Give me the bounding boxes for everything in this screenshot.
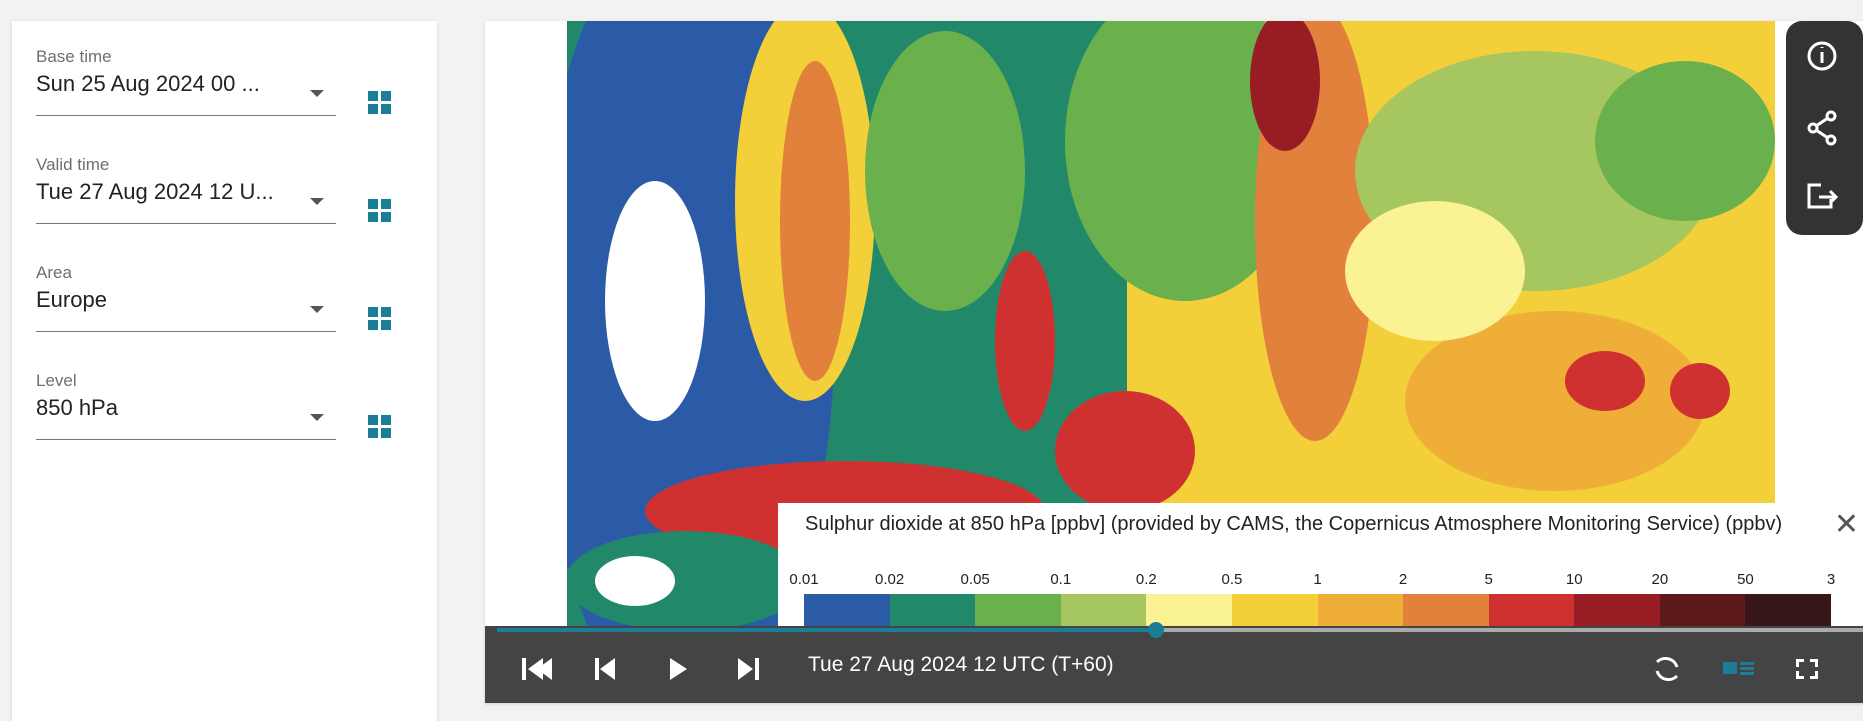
grid-icon (368, 199, 391, 222)
map-image (567, 21, 1775, 626)
field-value[interactable]: Europe (36, 287, 107, 312)
legend-label: 50 (1737, 571, 1754, 588)
player-bar: Tue 27 Aug 2024 12 UTC (T+60) (485, 622, 1863, 703)
field-label: Valid time (36, 155, 110, 174)
legend-label: 0.5 (1221, 571, 1243, 588)
legend-label: 0.02 (874, 571, 905, 588)
grid-button[interactable] (368, 91, 392, 120)
share-button[interactable] (1807, 110, 1837, 146)
map-panel: Sulphur dioxide at 850 hPa [ppbv] (provi… (485, 21, 1863, 703)
legend-title: Sulphur dioxide at 850 hPa [ppbv] (provi… (805, 513, 1783, 535)
time-label: Tue 27 Aug 2024 12 UTC (T+60) (808, 653, 1114, 676)
field-label: Area (36, 263, 72, 282)
legend: Sulphur dioxide at 850 hPa [ppbv] (provi… (778, 503, 1863, 638)
legend-close[interactable]: ✕ (1833, 508, 1859, 541)
dropdown-caret[interactable] (310, 90, 324, 97)
underline (36, 439, 336, 440)
player-icons (522, 657, 1818, 681)
field-value[interactable]: 850 hPa (36, 395, 118, 420)
legend-label: 0.1 (1050, 571, 1072, 588)
field-label: Level (36, 371, 77, 390)
legend-label: 5 (1484, 571, 1493, 588)
map (567, 21, 1863, 626)
grid-icon (368, 91, 391, 114)
legend-label: 10 (1565, 571, 1583, 588)
progress-fill (497, 628, 1156, 632)
grid-button[interactable] (368, 307, 392, 336)
underline (36, 331, 336, 332)
first-button[interactable] (522, 658, 552, 680)
legend-label: 0.05 (960, 571, 990, 588)
next-button[interactable] (738, 658, 759, 680)
dropdown-caret[interactable] (310, 306, 324, 313)
underline (36, 115, 336, 116)
colorbar: 0.01 0.02 0.05 0.1 0.2 0.5 1 2 5 10 20 50 3 (789, 503, 1835, 638)
legend-label: 3 (1826, 571, 1836, 588)
info-button[interactable] (1807, 41, 1837, 71)
field-label: Base time (36, 47, 112, 66)
toolbar (1786, 21, 1863, 235)
grid-icon (368, 415, 391, 438)
dropdown-caret[interactable] (310, 414, 324, 421)
loop-button[interactable] (1655, 657, 1679, 681)
legend-label: 0.2 (1135, 571, 1157, 588)
legend-label: 2 (1398, 571, 1408, 588)
grid-icon (368, 307, 391, 330)
legend-toggle[interactable] (1723, 662, 1754, 675)
field-value[interactable]: Tue 27 Aug 2024 12 U... (36, 179, 274, 204)
legend-label: 0.01 (789, 571, 819, 588)
grid-button[interactable] (368, 415, 392, 444)
play-button[interactable] (670, 658, 687, 680)
sidebar: Base time Sun 25 Aug 2024 00 ... Valid tim… (12, 21, 437, 721)
fullscreen-button[interactable] (1796, 659, 1818, 679)
legend-label: 20 (1651, 571, 1669, 588)
prev-button[interactable] (595, 658, 615, 680)
progress-knob[interactable] (1148, 622, 1164, 638)
grid-button[interactable] (368, 199, 392, 228)
progress-track[interactable] (497, 628, 1863, 632)
field-value[interactable]: Sun 25 Aug 2024 00 ... (36, 71, 260, 96)
dropdown-caret[interactable] (310, 198, 324, 205)
export-button[interactable] (1807, 183, 1839, 209)
underline (36, 223, 336, 224)
legend-label: 1 (1313, 571, 1322, 588)
